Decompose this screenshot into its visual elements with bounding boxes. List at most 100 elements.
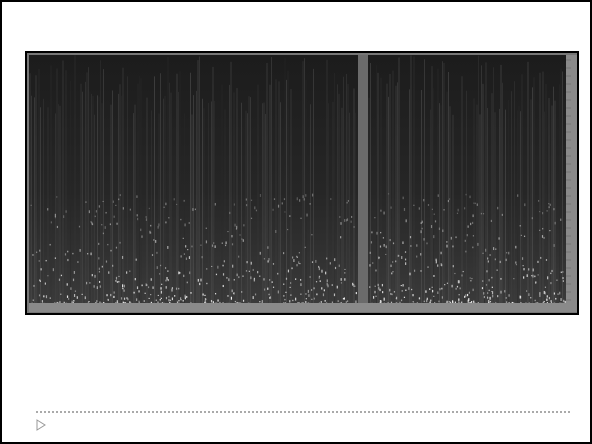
speckle bbox=[338, 264, 340, 267]
speckle bbox=[439, 288, 441, 291]
speckle bbox=[56, 225, 59, 229]
speckle bbox=[305, 298, 307, 300]
speckle bbox=[113, 215, 115, 218]
speckle bbox=[277, 204, 280, 208]
speckle bbox=[543, 290, 545, 294]
speckle bbox=[456, 285, 459, 288]
speckle bbox=[326, 279, 328, 283]
speckle bbox=[456, 212, 459, 214]
speckle bbox=[505, 301, 508, 304]
speckle bbox=[167, 270, 169, 272]
speckle bbox=[81, 293, 83, 295]
speckle bbox=[109, 223, 111, 226]
speckle bbox=[372, 296, 375, 299]
speckle bbox=[465, 250, 467, 253]
speckle bbox=[489, 254, 491, 257]
speckle bbox=[239, 234, 241, 236]
speckle bbox=[563, 299, 565, 303]
speckle bbox=[227, 295, 229, 297]
speckle bbox=[531, 217, 533, 220]
speckle bbox=[238, 255, 240, 258]
speckle bbox=[122, 284, 124, 288]
speckle bbox=[490, 219, 492, 222]
time-strip bbox=[29, 303, 566, 312]
speckle bbox=[296, 255, 298, 257]
speckle bbox=[420, 253, 422, 256]
speckle bbox=[98, 280, 101, 283]
speckle bbox=[295, 297, 297, 301]
speckle bbox=[535, 281, 537, 284]
speckle bbox=[549, 203, 551, 206]
speckle bbox=[39, 249, 41, 252]
speckle bbox=[254, 293, 257, 296]
speckle bbox=[405, 289, 407, 291]
speckle bbox=[405, 262, 407, 265]
speckle bbox=[553, 244, 555, 247]
speckle bbox=[491, 276, 493, 279]
speckle bbox=[242, 299, 245, 302]
speckle bbox=[472, 288, 474, 292]
speckle bbox=[178, 300, 180, 302]
speckle bbox=[217, 265, 219, 269]
speckle bbox=[241, 238, 243, 240]
speckle bbox=[445, 301, 448, 305]
speckle bbox=[227, 231, 229, 233]
speckle bbox=[381, 283, 384, 287]
speckle bbox=[448, 198, 451, 200]
speckle bbox=[444, 284, 446, 286]
speckle bbox=[70, 287, 72, 290]
speckle bbox=[370, 241, 373, 244]
speckle bbox=[127, 298, 129, 301]
speckle bbox=[508, 294, 510, 297]
speckle bbox=[423, 198, 425, 202]
speckle bbox=[145, 283, 147, 287]
speckle bbox=[539, 294, 541, 297]
speckle bbox=[252, 296, 254, 300]
speckle bbox=[63, 215, 65, 218]
speckle bbox=[30, 204, 32, 206]
speckle bbox=[287, 269, 290, 273]
speckle bbox=[268, 258, 270, 261]
speckle bbox=[542, 227, 544, 230]
speckle bbox=[501, 213, 503, 216]
speckle bbox=[512, 302, 514, 304]
speckle bbox=[104, 226, 106, 229]
speckle bbox=[263, 288, 266, 291]
speckle bbox=[165, 202, 167, 206]
speckle bbox=[454, 272, 456, 275]
speckle bbox=[222, 273, 225, 276]
speckle bbox=[487, 257, 489, 260]
speckle bbox=[340, 236, 342, 239]
speckle bbox=[39, 280, 41, 282]
speckle bbox=[56, 196, 58, 198]
speckle bbox=[485, 248, 487, 252]
speckle bbox=[156, 266, 158, 269]
speckle bbox=[425, 290, 427, 293]
speckle bbox=[140, 228, 142, 232]
speckle bbox=[186, 281, 188, 284]
speckle bbox=[350, 220, 352, 223]
speckle bbox=[252, 268, 254, 271]
speckle bbox=[437, 264, 439, 267]
speckle bbox=[54, 257, 56, 259]
speckle bbox=[438, 227, 441, 230]
speckle bbox=[413, 269, 416, 272]
speckle bbox=[180, 299, 182, 301]
speckle bbox=[404, 258, 407, 261]
speckle bbox=[102, 200, 104, 202]
speckle bbox=[242, 239, 244, 242]
speckle bbox=[49, 243, 51, 246]
speckle bbox=[403, 207, 406, 211]
speckle bbox=[472, 246, 474, 249]
speckle bbox=[293, 259, 295, 262]
speckle bbox=[178, 271, 180, 275]
speckle bbox=[259, 275, 261, 277]
speckle bbox=[468, 298, 470, 301]
divider-bar bbox=[358, 55, 368, 303]
speckle bbox=[115, 246, 118, 249]
speckle bbox=[222, 264, 224, 267]
speckle bbox=[305, 300, 307, 304]
speckle bbox=[201, 256, 203, 259]
speckle bbox=[63, 301, 65, 304]
speckle bbox=[378, 286, 380, 290]
